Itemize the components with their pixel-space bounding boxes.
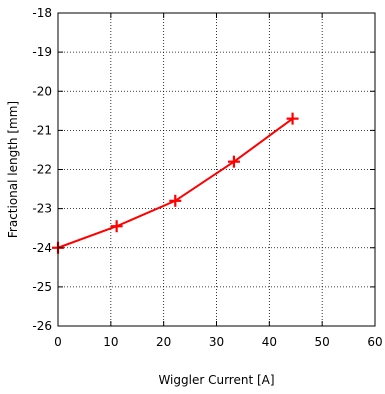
data-point-marker [286, 112, 299, 125]
y-axis-title: Fractional length [mm] [6, 101, 20, 238]
data-point-marker [110, 220, 123, 233]
y-tick-label: -26 [32, 319, 52, 333]
x-tick-label: 40 [262, 335, 277, 349]
x-tick-label: 60 [367, 335, 382, 349]
x-tick-label: 30 [209, 335, 224, 349]
data-point-marker [169, 194, 182, 207]
x-tick-label: 10 [103, 335, 118, 349]
x-tick-label: 50 [315, 335, 330, 349]
series-layer [52, 112, 299, 254]
y-tick-label: -21 [32, 123, 52, 137]
y-tick-label: -24 [32, 241, 52, 255]
tick-layer: 0 10 20 30 40 50 60 -26 -25 -24 -23 -22 -21 -20 -19 -18 [32, 6, 382, 349]
y-tick-label: -19 [32, 45, 52, 59]
y-tick-label: -20 [32, 84, 52, 98]
x-tick-label: 20 [156, 335, 171, 349]
x-axis-title: Wiggler Current [A] [158, 373, 274, 387]
y-tick-label: -25 [32, 280, 52, 294]
y-tick-label: -18 [32, 6, 52, 20]
y-tick-label: -22 [32, 163, 52, 177]
series-line [57, 117, 294, 249]
y-tick-label: -23 [32, 202, 52, 216]
x-tick-label: 0 [54, 335, 62, 349]
grid-layer [58, 13, 375, 326]
data-point-marker [227, 155, 240, 168]
